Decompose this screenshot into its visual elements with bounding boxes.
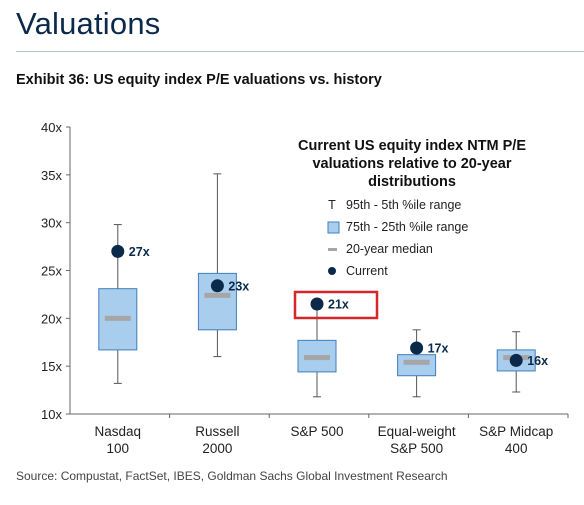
chart-title-line: valuations relative to 20-year [312, 156, 511, 172]
current-value-label: 27x [129, 245, 150, 259]
legend: Current US equity index NTM P/E valuation… [298, 138, 526, 278]
x-category-label: 400 [505, 441, 528, 456]
legend-box-symbol [327, 221, 340, 234]
current-dot [410, 341, 424, 355]
y-tick-label: 20x [41, 311, 62, 326]
current-value-label: 16x [527, 354, 548, 368]
y-tick-label: 15x [41, 359, 62, 374]
current-dot [210, 279, 224, 293]
source-note: Source: Compustat, FactSet, IBES, Goldma… [16, 469, 448, 483]
box-group: 17x [397, 329, 449, 398]
current-value-label: 21x [328, 297, 349, 311]
median-marker [104, 315, 131, 321]
exhibit-title: Exhibit 36: US equity index P/E valuatio… [16, 72, 382, 88]
x-category-label: 100 [107, 441, 130, 456]
current-value-label: 23x [228, 279, 249, 293]
y-tick-label: 30x [41, 216, 62, 231]
box-group: 21x [293, 290, 379, 398]
legend-label: 75th - 25th %ile range [346, 220, 468, 234]
x-category-label: S&P 500 [290, 424, 343, 439]
box-group: 23x [197, 173, 249, 358]
x-category-label: S&P 500 [390, 441, 443, 456]
page-title: Valuations [16, 6, 161, 41]
chart-title-line: Current US equity index NTM P/E [298, 138, 526, 154]
y-tick-label: 35x [41, 168, 62, 183]
highlight-box [293, 290, 379, 320]
iqr-box [397, 354, 437, 377]
legend-current-symbol [328, 267, 336, 275]
chart-title-line: distributions [368, 174, 456, 190]
legend-median-symbol [328, 248, 337, 251]
legend-label: Current [346, 264, 388, 278]
x-category-label: 2000 [202, 441, 232, 456]
x-category-label: S&P Midcap [479, 424, 553, 439]
legend-whisker-symbol: T [328, 198, 336, 212]
box-group: 16x [496, 331, 548, 393]
current-dot [509, 353, 523, 367]
current-dot [111, 244, 125, 258]
current-dot [310, 297, 324, 311]
x-category-label: Nasdaq [95, 424, 142, 439]
x-category-label: Russell [195, 424, 239, 439]
legend-label: 95th - 5th %ile range [346, 198, 461, 212]
y-tick-label: 25x [41, 264, 62, 279]
y-tick-label: 40x [41, 120, 62, 135]
title-divider [16, 51, 584, 52]
legend-label: 20-year median [346, 242, 433, 256]
current-value-label: 17x [428, 341, 449, 355]
y-tick-label: 10x [41, 407, 62, 422]
x-category-label: Equal-weight [378, 424, 456, 439]
box-group: 27x [98, 224, 150, 384]
median-marker [403, 359, 430, 365]
median-marker [304, 355, 330, 361]
median-marker [204, 292, 231, 298]
